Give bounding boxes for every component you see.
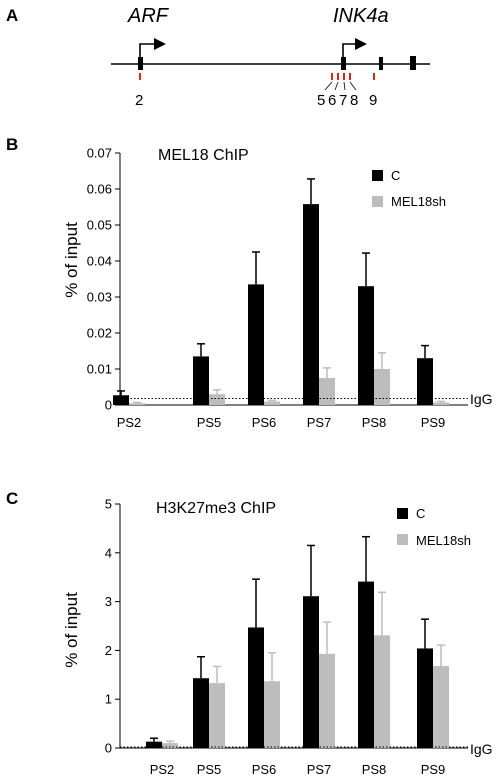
bar-c-ps6: [248, 627, 264, 748]
bar-mel18sh-ps9: [433, 402, 449, 405]
primer-site-label-6: 6: [328, 92, 336, 109]
legend-swatch-c: [372, 170, 383, 181]
y-axis-label: % of input: [62, 592, 81, 668]
plot-area: 0 1 2 3 4 5 PS2 PS5 PS6 PS7 PS8 PS9: [105, 497, 468, 778]
y-tick-label: 2: [105, 643, 112, 658]
x-tick-label: PS9: [421, 762, 446, 777]
legend-swatch-mel18sh: [397, 534, 408, 545]
primer-site-label-7: 7: [339, 92, 347, 109]
bar-mel18sh-ps5: [209, 394, 225, 405]
legend-label-c: C: [416, 506, 425, 521]
bar-mel18sh-ps8: [374, 369, 390, 405]
primer-site-label-8: 8: [350, 92, 358, 109]
y-tick-label: 0.04: [87, 254, 112, 269]
igg-reference-label: IgG: [470, 741, 493, 757]
legend: C MEL18sh: [372, 168, 446, 209]
ink4a-exon-1: [341, 57, 346, 70]
y-tick-label: 1: [105, 692, 112, 707]
gene-label-ink4a: INK4a: [333, 5, 389, 27]
primer-site-label-2: 2: [135, 92, 143, 109]
bar-c-ps8: [358, 286, 374, 405]
x-tick-label: PS7: [307, 762, 332, 777]
panel-c-letter: C: [6, 489, 18, 508]
arf-exon: [138, 57, 143, 70]
bar-mel18sh-ps8: [374, 635, 390, 748]
bar-mel18sh-ps9: [433, 666, 449, 748]
x-tick-label: PS6: [252, 762, 277, 777]
y-tick-label: 0.05: [87, 218, 112, 233]
x-tick-label: PS7: [307, 415, 332, 430]
primer-site-label-9: 9: [369, 92, 377, 109]
x-tick-label: PS2: [150, 762, 175, 777]
bar-c-ps5: [193, 356, 209, 405]
arf-tss-arrow-icon: [140, 38, 166, 57]
x-tick-label: PS5: [197, 415, 222, 430]
bar-c-ps5: [193, 678, 209, 748]
gene-label-arf: ARF: [127, 5, 170, 27]
y-tick-label: 0.07: [87, 146, 112, 161]
primer-site-marks: [140, 73, 374, 80]
primer-site-leaders: [325, 82, 356, 90]
y-tick-label: 0.03: [87, 290, 112, 305]
x-tick-label: PS2: [117, 415, 142, 430]
ink4a-tss-arrow-icon: [343, 38, 367, 57]
y-tick-label: 0.06: [87, 182, 112, 197]
bar-mel18sh-ps7: [319, 654, 335, 748]
plot-area: 0 0.01 0.02 0.03 0.04 0.05 0.06 0.07 PS2 PS5 PS6 PS…: [87, 146, 468, 431]
y-tick-label: 0.01: [87, 362, 112, 377]
bar-mel18sh-ps7: [319, 378, 335, 405]
bar-mel18sh-ps5: [209, 683, 225, 748]
y-tick-label: 0: [105, 398, 112, 413]
x-tick-label: PS8: [362, 415, 387, 430]
bar-c-ps9: [417, 358, 433, 405]
legend-swatch-c: [397, 508, 408, 519]
legend-label-mel18sh: MEL18sh: [391, 194, 446, 209]
panel-a-schematic: A ARF INK4a 2 5: [6, 5, 430, 109]
y-tick-label: 3: [105, 594, 112, 609]
bar-c-ps6: [248, 284, 264, 405]
x-tick-label: PS9: [421, 415, 446, 430]
bar-c-ps7: [303, 204, 319, 405]
bar-c-ps9: [417, 648, 433, 748]
x-tick-label: PS6: [252, 415, 277, 430]
bar-c-ps2: [113, 395, 129, 405]
y-tick-label: 0.02: [87, 326, 112, 341]
bar-c-ps8: [358, 582, 374, 748]
bar-mel18sh-ps6: [264, 681, 280, 748]
chart-title: H3K27me3 ChIP: [156, 500, 276, 517]
ink4a-exon-2: [379, 57, 383, 70]
chart-title: MEL18 ChIP: [158, 147, 249, 164]
panel-b-letter: B: [6, 135, 18, 154]
chart-mel18-chip: B MEL18 ChIP % of input 0 0.01 0.02 0.03 0.0…: [6, 135, 493, 430]
y-tick-label: 4: [105, 545, 112, 560]
y-axis-label: % of input: [62, 222, 81, 298]
igg-reference-label: IgG: [470, 391, 493, 407]
legend-label-c: C: [391, 168, 400, 183]
y-tick-label: 5: [105, 497, 112, 512]
bar-mel18sh-ps2: [129, 403, 145, 405]
legend: C MEL18sh: [397, 506, 471, 548]
primer-site-label-5: 5: [317, 92, 325, 109]
chart-h3k27me3-chip: C H3K27me3 ChIP % of input 0 1 2 3 4 5 PS2 PS5 P…: [6, 489, 493, 777]
x-tick-label: PS8: [362, 762, 387, 777]
legend-label-mel18sh: MEL18sh: [416, 533, 471, 548]
y-tick-label: 0: [105, 741, 112, 756]
x-tick-label: PS5: [197, 762, 222, 777]
panel-a-letter: A: [6, 6, 18, 25]
bar-c-ps7: [303, 596, 319, 748]
ink4a-exon-3: [410, 56, 416, 70]
legend-swatch-mel18sh: [372, 196, 383, 207]
bar-mel18sh-ps6: [264, 401, 280, 405]
